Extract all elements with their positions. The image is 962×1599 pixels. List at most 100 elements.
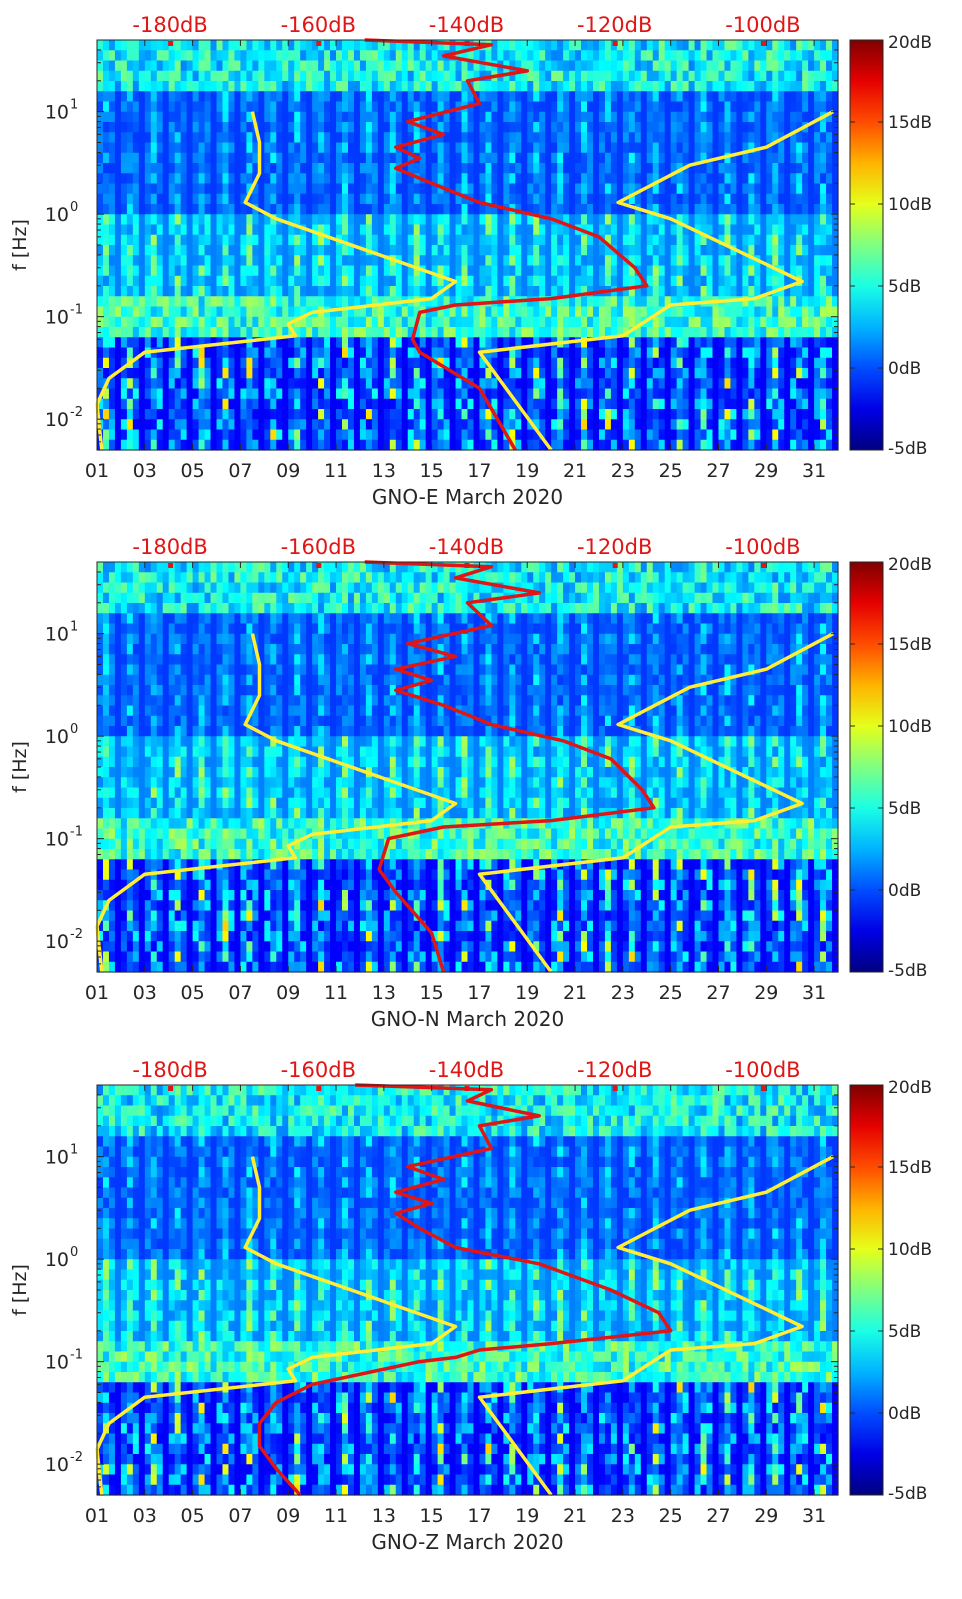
x-tick-label: 01 — [85, 982, 109, 1004]
x-tick-label: 21 — [563, 1505, 587, 1527]
y-tick-label: 10 0 — [45, 722, 78, 748]
x-tick-label: 15 — [420, 982, 444, 1004]
x-tick-label: 31 — [802, 460, 826, 482]
series-line-3 — [364, 38, 649, 451]
x-tick-label: 23 — [611, 982, 635, 1004]
y-tick-label: 10 -1 — [45, 825, 83, 851]
y-axis-label: f [Hz] — [9, 1264, 31, 1316]
y-tick-label: 10 -1 — [45, 303, 83, 329]
x-tick-label: 13 — [372, 1505, 396, 1527]
top-axis-label: -180dB — [132, 535, 207, 559]
x-tick-label: 09 — [276, 460, 300, 482]
top-axis-label: -180dB — [132, 13, 207, 37]
x-tick-label: 25 — [659, 460, 683, 482]
y-tick-label: 10 1 — [45, 98, 78, 124]
top-axis-label: -140dB — [429, 1058, 504, 1082]
colorbar: 20dB 15dB 10dB 5dB 0dB -5dB — [849, 1078, 932, 1504]
series-line-1 — [95, 1156, 458, 1496]
top-axis-label: -160dB — [281, 535, 356, 559]
y-tick-label: 10 -2 — [45, 927, 83, 953]
x-tick-label: 07 — [228, 1505, 252, 1527]
x-tick-label: 23 — [611, 1505, 635, 1527]
x-axis-label: GNO-N March 2020 — [371, 1007, 565, 1031]
series-line-2 — [477, 1155, 835, 1497]
x-tick-label: 01 — [85, 460, 109, 482]
x-tick-label: 09 — [276, 982, 300, 1004]
x-tick-label: 13 — [372, 982, 396, 1004]
colorbar: 20dB 15dB 10dB 5dB 0dB -5dB — [849, 33, 932, 459]
series-line-3 — [364, 560, 656, 973]
x-tick-label: 29 — [754, 460, 778, 482]
y-tick-label: 10 -1 — [45, 1348, 83, 1374]
colorbar-label: -5dB — [888, 1484, 927, 1504]
x-tick-label: 05 — [181, 460, 205, 482]
x-tick-label: 21 — [563, 982, 587, 1004]
series-line-3 — [257, 1083, 673, 1497]
colorbar-label: 20dB — [888, 33, 932, 53]
y-tick-label: 10 1 — [45, 1143, 78, 1169]
y-axis-label: f [Hz] — [9, 741, 31, 793]
colorbar-label: 10dB — [888, 717, 932, 737]
top-axis-label: -120dB — [577, 535, 652, 559]
top-axis-label: -100dB — [725, 1058, 800, 1082]
colorbar-label: -5dB — [888, 961, 927, 981]
colorbar-label: 15dB — [888, 635, 932, 655]
x-tick-label: 19 — [515, 1505, 539, 1527]
x-tick-label: 21 — [563, 460, 587, 482]
top-axis-label: -160dB — [281, 13, 356, 37]
series-line-2 — [477, 110, 835, 452]
y-tick-label: 10 -2 — [45, 405, 83, 431]
spectrogram-panel-3: 01 03 05 07 09 11 13 15 17 19 21 23 25 27 29 31 GNO-Z Ma… — [9, 1058, 932, 1554]
y-axis-label: f [Hz] — [9, 219, 31, 271]
x-tick-label: 27 — [706, 982, 730, 1004]
colorbar-label: 10dB — [888, 195, 932, 215]
x-tick-label: 11 — [324, 1505, 348, 1527]
top-axis-label: -120dB — [577, 1058, 652, 1082]
colorbar: 20dB 15dB 10dB 5dB 0dB -5dB — [849, 555, 932, 981]
y-tick-label: 10 -2 — [45, 1450, 83, 1476]
y-tick-label: 10 0 — [45, 200, 78, 226]
top-axis-label: -140dB — [429, 13, 504, 37]
colorbar-label: 10dB — [888, 1240, 932, 1260]
x-tick-label: 23 — [611, 460, 635, 482]
x-tick-label: 29 — [754, 982, 778, 1004]
x-tick-label: 17 — [467, 982, 491, 1004]
x-tick-label: 01 — [85, 1505, 109, 1527]
x-tick-label: 29 — [754, 1505, 778, 1527]
x-tick-label: 19 — [515, 460, 539, 482]
x-tick-label: 07 — [228, 982, 252, 1004]
x-tick-label: 31 — [802, 1505, 826, 1527]
x-tick-label: 13 — [372, 460, 396, 482]
top-axis-label: -140dB — [429, 535, 504, 559]
heatmap-image — [97, 40, 839, 451]
x-tick-label: 11 — [324, 460, 348, 482]
x-axis-label: GNO-Z March 2020 — [371, 1530, 563, 1554]
x-tick-label: 03 — [133, 982, 157, 1004]
x-tick-label: 05 — [181, 982, 205, 1004]
colorbar-label: 5dB — [888, 1322, 921, 1342]
top-axis-label: -100dB — [725, 535, 800, 559]
x-tick-label: 15 — [420, 1505, 444, 1527]
top-axis-label: -100dB — [725, 13, 800, 37]
x-tick-label: 25 — [659, 982, 683, 1004]
colorbar-label: -5dB — [888, 439, 927, 459]
colorbar-label: 0dB — [888, 881, 921, 901]
colorbar-label: 20dB — [888, 1078, 932, 1098]
x-tick-label: 07 — [228, 460, 252, 482]
x-tick-label: 27 — [706, 1505, 730, 1527]
y-tick-label: 10 0 — [45, 1245, 78, 1271]
top-axis-label: -120dB — [577, 13, 652, 37]
x-tick-label: 03 — [133, 460, 157, 482]
x-tick-label: 05 — [181, 1505, 205, 1527]
colorbar-label: 0dB — [888, 1404, 921, 1424]
colorbar-label: 5dB — [888, 277, 921, 297]
x-tick-label: 11 — [324, 982, 348, 1004]
series-line-1 — [95, 111, 458, 451]
x-tick-label: 25 — [659, 1505, 683, 1527]
top-axis-label: -180dB — [132, 1058, 207, 1082]
x-tick-label: 09 — [276, 1505, 300, 1527]
x-tick-label: 17 — [467, 1505, 491, 1527]
series-line-2 — [477, 632, 835, 974]
x-tick-label: 31 — [802, 982, 826, 1004]
x-axis-label: GNO-E March 2020 — [372, 485, 563, 509]
